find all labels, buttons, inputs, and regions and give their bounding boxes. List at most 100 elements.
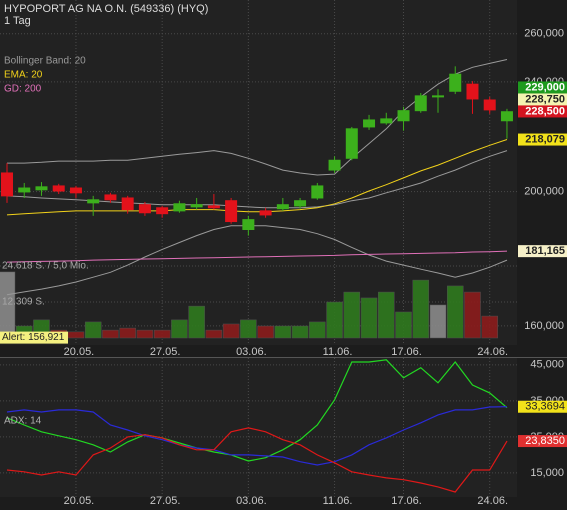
indicator-value-label: 23,8350: [525, 435, 565, 447]
candle-body: [414, 95, 427, 112]
candle-body: [173, 203, 186, 212]
candle-body: [311, 185, 324, 199]
volume-bar: [84, 321, 102, 339]
price-label-box: [518, 105, 567, 118]
candle-body: [432, 95, 444, 98]
volume-bar: [257, 325, 274, 339]
overlay-layer: [6, 59, 508, 493]
price-label-box: [518, 133, 567, 146]
volume-bar: [378, 291, 395, 339]
candle-body: [242, 219, 255, 230]
x-tick-label: 17.06.: [391, 495, 422, 507]
x-tick-label: 27.05.: [150, 495, 181, 507]
indicator-label-box: [518, 400, 567, 413]
candle-body: [483, 99, 496, 111]
candle-body: [35, 186, 48, 191]
legend-label: GD: 200: [4, 84, 42, 95]
y2-tick-label: 45,000: [530, 359, 564, 371]
x-tick-label: 24.06.: [477, 495, 508, 507]
price-label: 229,000: [525, 81, 565, 93]
x-tick-label: 27.05.: [150, 346, 181, 358]
candle-body: [500, 111, 513, 122]
candle-body: [104, 194, 117, 201]
volume-layer: [0, 271, 498, 339]
x-tick-label: 11.06.: [323, 346, 353, 358]
volume-tick-label: 24.618 S. / 5,0 Mio.: [2, 261, 89, 272]
volume-bar: [240, 319, 257, 339]
volume-bar: [481, 315, 498, 339]
candle-body: [18, 187, 31, 193]
price-label: 218,079: [525, 133, 565, 145]
volume-bar: [343, 291, 361, 339]
volume-bar: [102, 329, 119, 339]
volume-bar: [274, 325, 292, 339]
candle-body: [466, 83, 479, 100]
candle-body: [156, 207, 169, 215]
indicator-value-label: 33,3694: [525, 401, 565, 413]
candle-body: [138, 204, 151, 214]
volume-bar: [188, 305, 205, 339]
y2-tick-label: 15,000: [530, 467, 564, 479]
volume-bar: [395, 311, 412, 339]
x-tick-label: 20.05.: [64, 495, 95, 507]
volume-tick-label: 12.309 S.: [2, 297, 45, 308]
x-tick-label: 24.06.: [477, 346, 508, 358]
legend-label: Bollinger Band: 20: [4, 56, 86, 67]
volume-bar: [360, 297, 378, 339]
overlay-line: [6, 225, 508, 296]
price-label: 228,750: [525, 93, 565, 105]
x-tick-label: 03.06.: [236, 346, 267, 358]
volume-bar: [67, 331, 85, 339]
candle-body: [225, 200, 238, 223]
volume-bar: [429, 304, 447, 339]
indicator-line: [6, 359, 508, 462]
candle-body: [345, 128, 358, 159]
candle-layer: [1, 66, 513, 236]
candle-body: [87, 199, 100, 204]
volume-bar: [205, 329, 223, 339]
legend-label: EMA: 20: [4, 70, 43, 81]
candle-body: [294, 200, 307, 207]
volume-bar: [171, 319, 188, 339]
candle-body: [397, 110, 410, 122]
candle-body: [52, 185, 65, 192]
candle-body: [259, 210, 272, 216]
indicator-panel: [0, 358, 517, 497]
candle-body: [276, 204, 289, 210]
x-tick-label: 11.06.: [323, 495, 353, 507]
candle-body: [1, 172, 13, 197]
price-panel: [0, 0, 517, 345]
candle-body: [363, 119, 376, 128]
volume-bar: [222, 323, 240, 339]
chart-subtitle: 1 Tag: [4, 15, 31, 27]
indicator-label-box: [518, 435, 567, 448]
price-label: 181,165: [525, 245, 565, 257]
volume-bar: [326, 301, 343, 339]
volume-bar: [153, 329, 171, 339]
candle-body: [328, 159, 341, 171]
y-tick-label: 260,000: [524, 28, 564, 40]
label-layer: 260,000240,000200,000160,00045,00035,000…: [0, 28, 567, 507]
y-tick-label: 160,000: [524, 320, 564, 332]
price-label-box: [518, 81, 567, 94]
indicator-label: ADX: 14: [4, 416, 42, 427]
candle-body: [121, 197, 134, 211]
indicator-line: [6, 427, 508, 493]
overlay-line: [6, 250, 508, 263]
overlay-line: [6, 139, 508, 216]
volume-bar: [119, 327, 136, 339]
alert-label: Alert: 156,921: [2, 332, 65, 343]
alert-box: [0, 331, 68, 344]
candle-body: [380, 118, 393, 124]
x-tick-label: 20.05.: [64, 346, 95, 358]
indicator-line: [6, 406, 508, 466]
chart-title: HYPOPORT AG NA O.N. (549336) (HYQ): [4, 3, 208, 15]
x-tick-label: 03.06.: [236, 495, 267, 507]
price-label-box: [518, 93, 567, 106]
volume-bar: [309, 321, 326, 339]
price-label-box: [518, 245, 567, 258]
volume-bar: [412, 279, 430, 339]
y-tick-label: 200,000: [524, 186, 564, 198]
candle-body: [190, 204, 203, 208]
